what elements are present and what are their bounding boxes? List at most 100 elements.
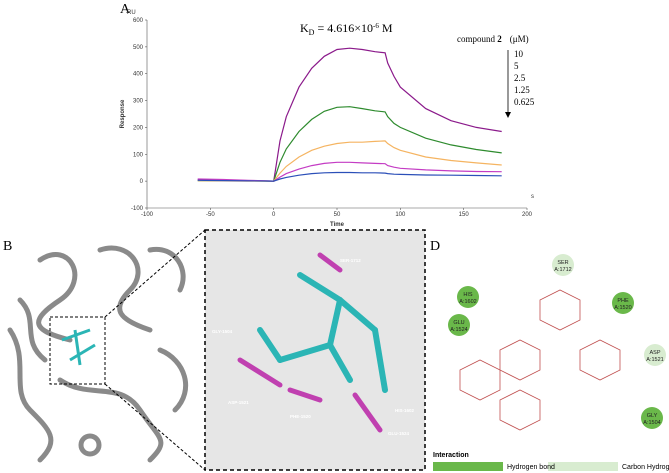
series-line — [197, 47, 502, 182]
residue-circle — [612, 292, 634, 314]
residue-name: GLU — [453, 320, 464, 326]
legend-title-part: 2 — [497, 34, 502, 44]
residue-circle — [457, 286, 479, 308]
legend-label: 10 — [514, 49, 524, 59]
panel-label: D — [430, 239, 440, 254]
residue-name: ASP — [649, 350, 660, 356]
loop — [147, 246, 186, 293]
helix — [36, 252, 78, 343]
helix — [7, 327, 54, 463]
residue-stick — [287, 387, 323, 403]
series-line — [197, 171, 502, 182]
helix — [97, 245, 153, 333]
legend-label: 1.25 — [514, 85, 530, 95]
residue-circle — [552, 254, 574, 276]
series-line — [197, 106, 502, 182]
ring — [499, 389, 541, 431]
panel-label: A — [120, 2, 131, 17]
residue-label: PHE-1520 — [290, 414, 311, 419]
ring — [579, 339, 621, 381]
x-label: Time — [330, 222, 345, 228]
residue-circle — [448, 314, 470, 336]
y-label: Response — [120, 99, 126, 128]
residue-id: A:1521 — [646, 357, 663, 363]
residue-id: A:1524 — [450, 327, 467, 333]
y-tick-label: 400 — [133, 72, 144, 78]
bond — [327, 297, 343, 348]
ligand-2d — [459, 289, 621, 431]
zoom-box — [49, 316, 106, 385]
bond — [257, 327, 283, 363]
residue-id: A:1520 — [614, 305, 631, 311]
bond — [337, 297, 378, 333]
y-tick-label: 100 — [133, 152, 144, 158]
series-line — [197, 161, 502, 182]
zoom-line — [104, 383, 206, 471]
legend-item: Hydrogen bond — [507, 464, 555, 471]
bond — [73, 329, 82, 366]
residue-id: A:1712 — [554, 267, 571, 273]
ring — [499, 339, 541, 381]
bond — [277, 342, 333, 363]
y-tick-label: -100 — [131, 206, 144, 212]
legend-swatch — [548, 462, 618, 471]
ligand-small — [61, 328, 96, 366]
bond — [372, 327, 388, 393]
x-tick-label: 50 — [334, 212, 341, 218]
legend-label: 2.5 — [514, 73, 526, 83]
residue-label: HIS-1602 — [395, 408, 415, 413]
ring — [459, 359, 501, 401]
annotation-part: = 4.616×10 — [314, 21, 373, 35]
residue-stick — [237, 357, 283, 388]
ligand — [257, 272, 388, 393]
loop — [17, 297, 48, 363]
y-unit: RU — [127, 10, 136, 16]
annotation: KD = 4.616×10-6 M — [300, 21, 393, 37]
residue-circle — [644, 344, 666, 366]
residue-name: SER — [557, 260, 568, 266]
helix-end — [78, 433, 102, 457]
annotation-part: M — [379, 21, 393, 35]
annotation-part: -6 — [373, 22, 379, 30]
residue-id: A:1602 — [459, 299, 476, 305]
annotation-part: D — [309, 28, 315, 37]
x-tick-label: 100 — [395, 212, 406, 218]
residue-id: A:1504 — [643, 420, 660, 426]
protein-cartoon — [7, 245, 189, 463]
residue-label: ASP-1521 — [228, 400, 249, 405]
residues — [237, 252, 383, 433]
zoom-line — [104, 229, 206, 318]
helix — [57, 377, 164, 463]
y-tick-label: 300 — [133, 99, 144, 105]
residue-name: PHE — [617, 298, 629, 304]
residue-label: GLU-1524 — [388, 431, 410, 436]
residue-name: GLY — [647, 413, 658, 419]
y-tick-label: 200 — [133, 125, 144, 131]
bond — [327, 342, 353, 383]
x-tick-label: -50 — [206, 212, 215, 218]
legend-item: Carbon Hydrogen bond — [622, 464, 669, 471]
residue-circle — [641, 407, 663, 429]
legend-title: compound 2 (μM) — [457, 34, 529, 44]
legend-label: 5 — [514, 61, 519, 71]
x-tick-label: -100 — [141, 212, 154, 218]
bond — [69, 343, 96, 362]
residue-label: GLY-1504 — [212, 329, 233, 334]
bond — [297, 272, 343, 303]
y-tick-label: 600 — [133, 18, 144, 24]
legend-title-part: compound — [457, 34, 497, 44]
annotation-part: K — [300, 21, 309, 35]
x-tick-label: 200 — [522, 212, 533, 218]
residue-name: HIS — [463, 292, 473, 298]
y-tick-label: 500 — [133, 45, 144, 51]
x-tick-label: 150 — [459, 212, 470, 218]
y-tick-label: 0 — [140, 179, 144, 185]
x-unit: s — [531, 194, 534, 200]
loop — [157, 347, 189, 413]
